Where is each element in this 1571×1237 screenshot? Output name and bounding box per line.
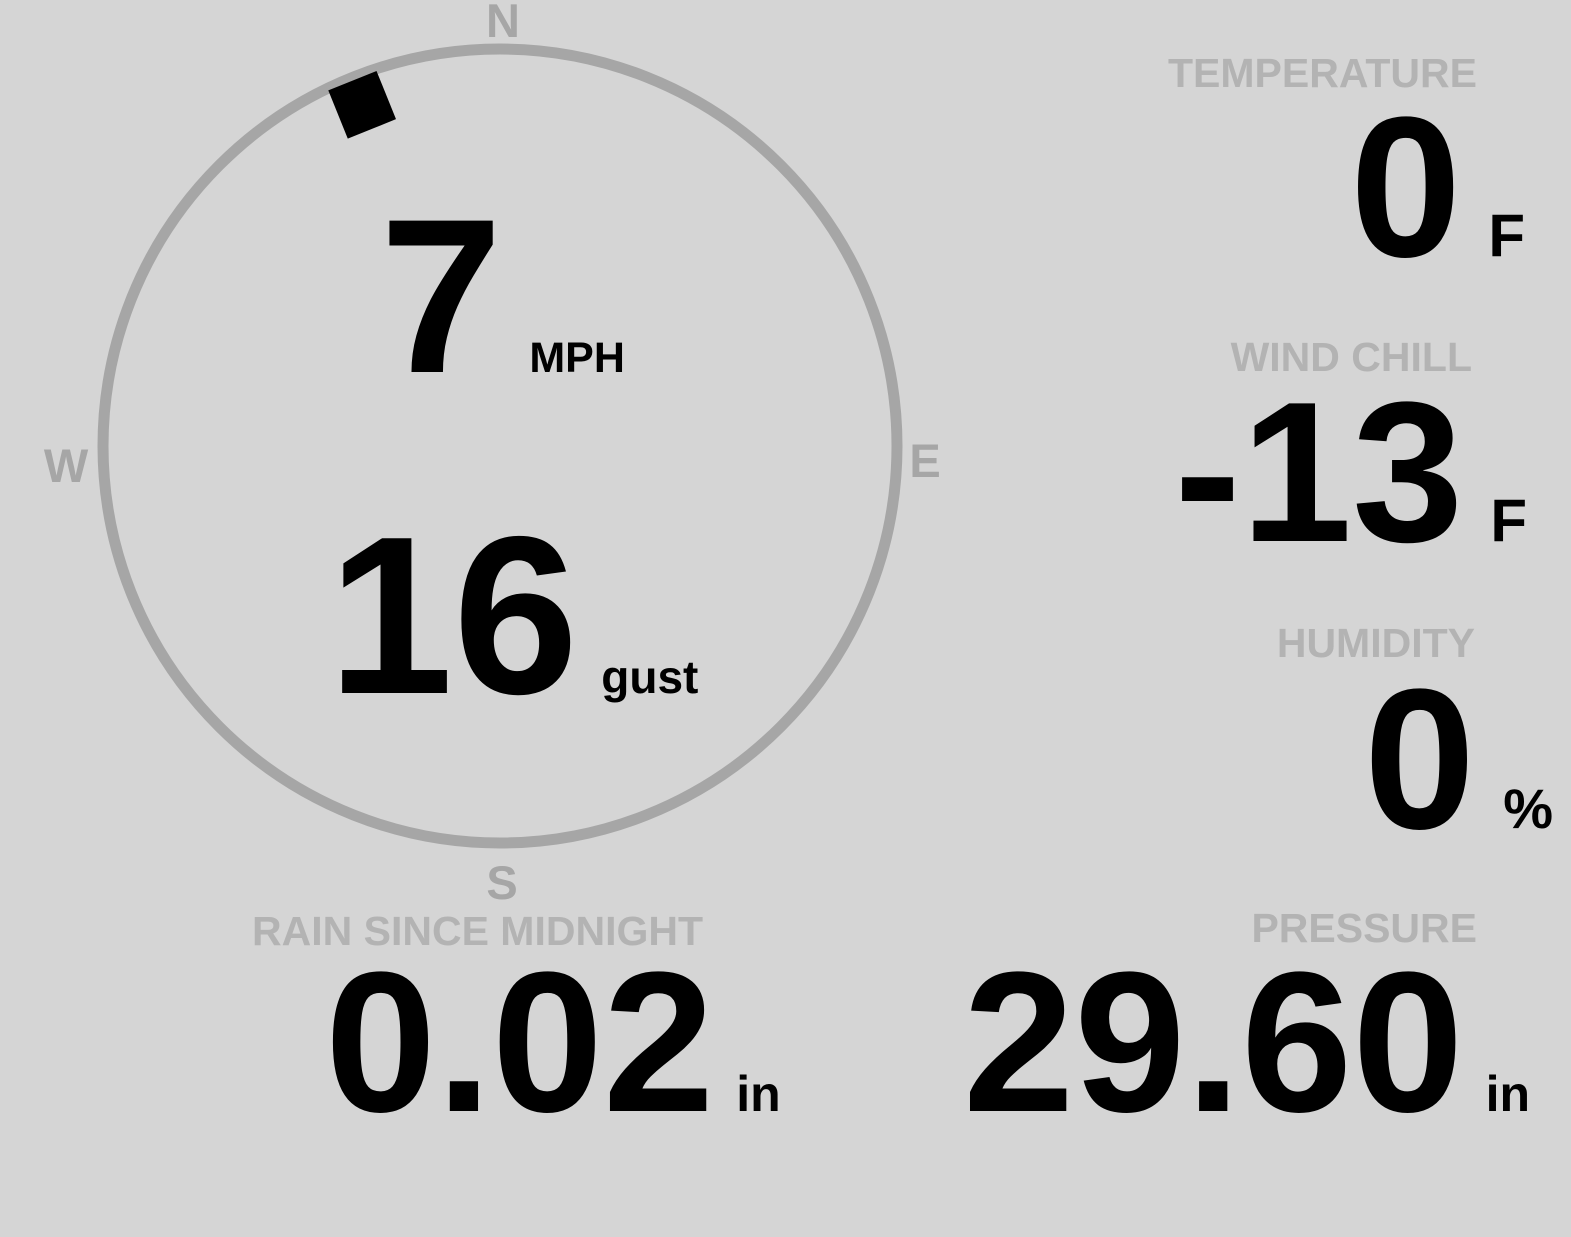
- wind-direction-pointer: [328, 70, 396, 139]
- temperature-value: 0: [1350, 76, 1462, 299]
- temperature-label: TEMPERATURE: [1167, 50, 1477, 96]
- pressure-value: 29.60: [963, 931, 1464, 1154]
- wind-chill-value: -13: [1174, 361, 1464, 584]
- pressure-label: PRESSURE: [1251, 905, 1477, 951]
- compass-cardinal-east: E: [909, 434, 941, 487]
- pressure-unit: in: [1485, 1066, 1530, 1122]
- rain-value: 0.02: [325, 931, 715, 1154]
- compass-cardinal-west: W: [43, 439, 89, 492]
- wind-speed-unit: MPH: [529, 334, 625, 382]
- wind-gust-unit: gust: [601, 651, 699, 703]
- compass-cardinal-south: S: [486, 856, 518, 909]
- rain-label: RAIN SINCE MIDNIGHT: [252, 908, 703, 954]
- wind-chill-label: WIND CHILL: [1230, 334, 1472, 380]
- wind-speed-value: 7: [380, 173, 503, 419]
- wind-chill-reading: -13 F: [1174, 373, 1527, 573]
- compass-ring: [97, 43, 903, 849]
- wind-gust-value: 16: [328, 489, 579, 741]
- rain-reading: 0.02 in: [325, 943, 781, 1143]
- rain-unit: in: [736, 1066, 781, 1122]
- wind-gust: 16 gust: [328, 503, 698, 728]
- pressure-reading: 29.60 in: [963, 943, 1530, 1143]
- temperature-unit: F: [1488, 202, 1525, 269]
- compass-cardinal-north: N: [486, 0, 520, 47]
- humidity-unit: %: [1503, 777, 1553, 840]
- humidity-label: HUMIDITY: [1276, 620, 1475, 666]
- wind-speed: 7 MPH: [380, 186, 625, 406]
- humidity-reading: 0 %: [1364, 660, 1553, 860]
- compass-dial: [97, 43, 903, 849]
- humidity-value: 0: [1363, 648, 1476, 871]
- wind-chill-unit: F: [1490, 487, 1527, 554]
- temperature-reading: 0 F: [1350, 88, 1525, 288]
